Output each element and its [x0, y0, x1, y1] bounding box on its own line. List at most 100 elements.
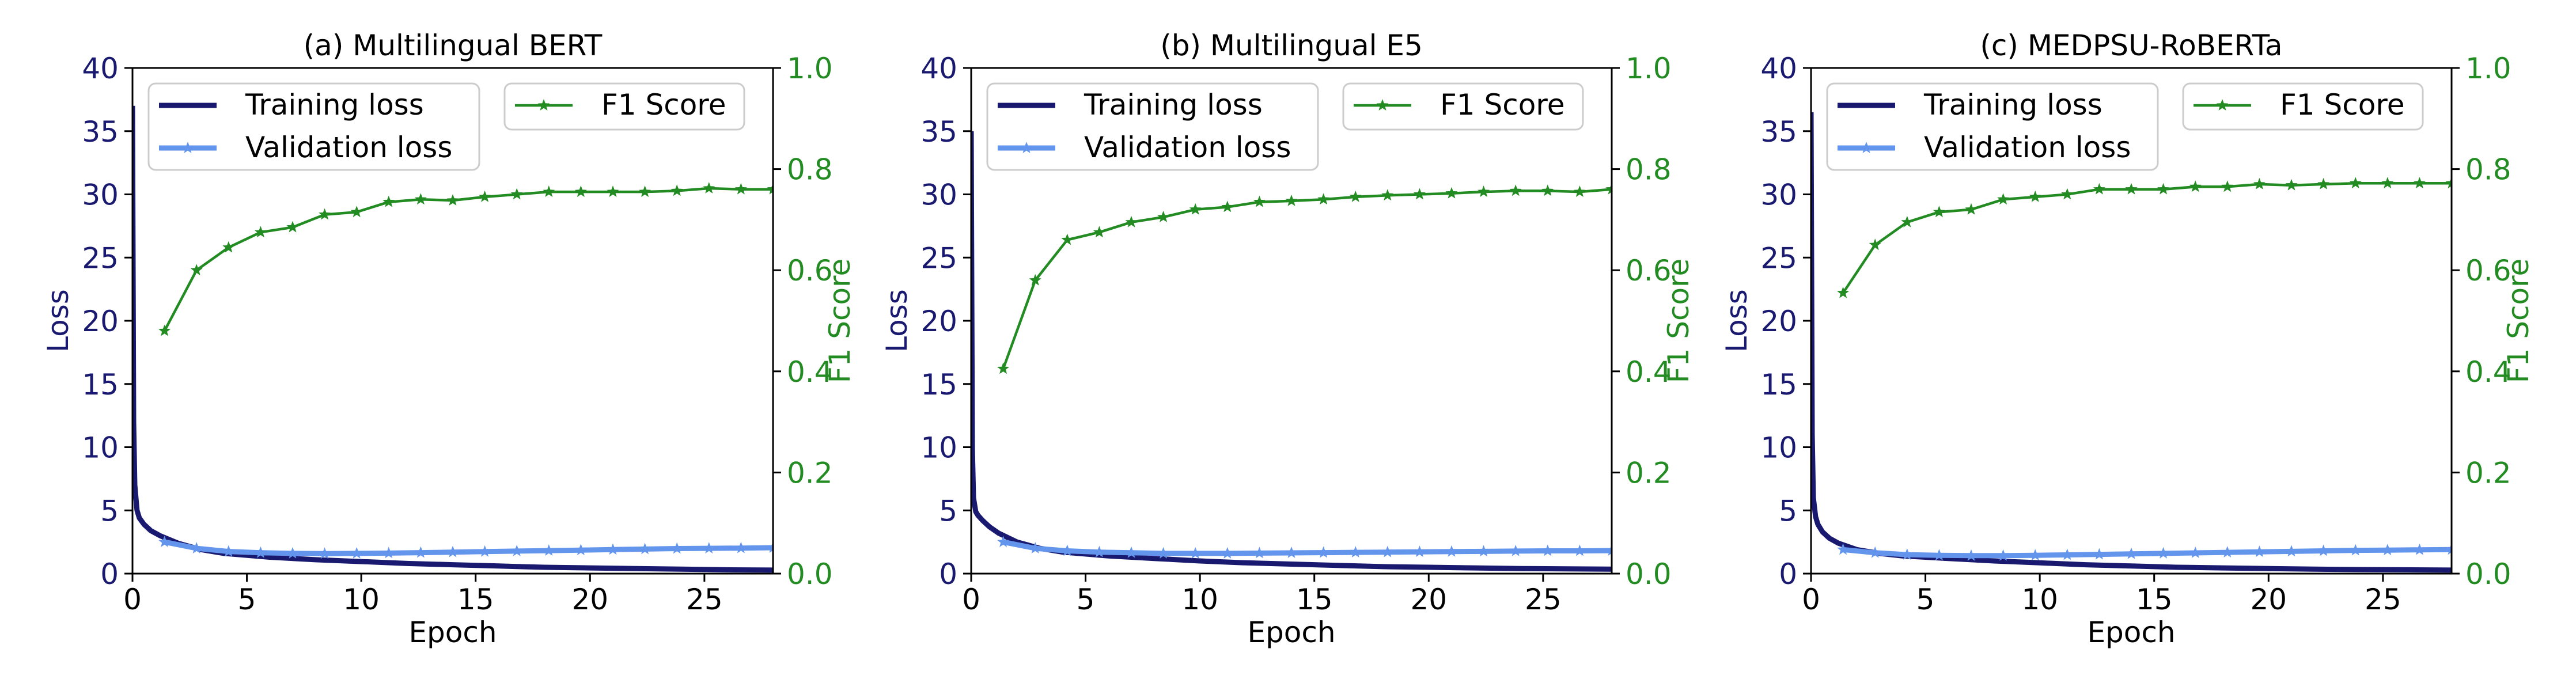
validation-loss-point	[479, 545, 491, 557]
validation-loss-point	[2445, 543, 2452, 555]
f1-score-point	[1061, 233, 1074, 245]
f1-score-point	[382, 195, 395, 207]
y-ticks: 0 5 10 15 20 25 30 35 40	[920, 52, 971, 591]
f1-score-point	[2157, 183, 2170, 195]
legend-label-f1: F1 Score	[601, 88, 726, 122]
x-tick-label: 25	[2365, 583, 2401, 616]
f1-score-point	[1573, 185, 1586, 197]
f1-score-point	[190, 264, 203, 276]
plot-area	[1811, 112, 2452, 573]
y2-ticks: 0.0 0.2 0.4 0.6 0.8 1.0	[1612, 52, 1672, 591]
y2-tick-label: 1.0	[2465, 52, 2511, 85]
y-ticks: 0 5 10 15 20 25 30 35 40	[1760, 52, 1811, 591]
f1-score-point	[1997, 193, 2010, 205]
chart-panel-a: (a) Multilingual BERT 0 5 10 15 20 25 0 5 10 15 2…	[41, 29, 857, 649]
f1-score-markers	[158, 182, 773, 336]
y-tick-label: 5	[939, 494, 957, 528]
validation-loss-point	[2157, 547, 2170, 559]
f1-score-point	[479, 190, 491, 202]
legend-label-f1: F1 Score	[1440, 88, 1565, 122]
y2-tick-label: 0.0	[787, 557, 833, 591]
y-tick-label: 25	[1760, 241, 1797, 275]
validation-loss-point	[222, 545, 235, 557]
validation-loss-point	[607, 543, 619, 555]
y2-tick-label: 0.0	[2465, 557, 2511, 591]
validation-loss-point	[1317, 546, 1330, 558]
validation-loss-point	[382, 547, 395, 559]
validation-loss-point	[2125, 547, 2138, 559]
f1-score-point	[1413, 188, 1426, 200]
f1-score-line	[163, 187, 773, 332]
x-tick-label: 10	[343, 583, 380, 616]
y2-axis-label: F1 Score	[823, 259, 857, 384]
f1-score-point	[446, 194, 459, 206]
f1-score-point	[1965, 203, 1978, 215]
validation-loss-point	[1381, 545, 1394, 557]
legend-box	[2182, 82, 2424, 131]
legend-box	[147, 82, 480, 171]
f1-score-point	[222, 241, 235, 253]
validation-loss-point	[1349, 546, 1362, 557]
y-tick-label: 0	[939, 557, 957, 591]
x-tick-label: 15	[2136, 583, 2173, 616]
validation-loss-point	[767, 541, 773, 553]
f1-score-point	[2445, 177, 2452, 189]
validation-loss-point	[2413, 543, 2426, 555]
validation-loss-point	[1478, 545, 1490, 557]
validation-loss-point	[1221, 547, 1234, 559]
chart-title: (a) Multilingual BERT	[304, 29, 603, 62]
f1-score-point	[1093, 226, 1105, 238]
x-ticks: 0 5 10 15 20 25	[1802, 574, 2401, 616]
validation-loss-line	[164, 539, 773, 556]
validation-loss-point	[1997, 549, 2010, 561]
validation-loss-point	[2285, 545, 2298, 557]
validation-loss-point	[703, 542, 715, 553]
legend-f1: F1 Score	[1342, 82, 1584, 131]
f1-score-point	[1125, 215, 1138, 227]
f1-score-point	[2413, 177, 2426, 189]
y2-tick-label: 0.6	[1626, 254, 1672, 287]
y-tick-label: 40	[82, 52, 119, 85]
validation-loss-point	[1029, 542, 1041, 553]
f1-score-point	[1509, 184, 1522, 196]
x-tick-label: 20	[571, 583, 608, 616]
f1-score-point	[1933, 206, 1945, 218]
validation-loss-point	[574, 544, 587, 556]
x-tick-label: 15	[457, 583, 494, 616]
y-tick-label: 40	[1760, 52, 1797, 85]
f1-score-point	[670, 184, 683, 196]
y-tick-label: 5	[100, 494, 119, 528]
x-tick-label: 0	[1802, 583, 1820, 616]
f1-score-point	[2125, 183, 2138, 195]
x-tick-label: 25	[1525, 583, 1562, 616]
y2-tick-label: 0.2	[2465, 456, 2511, 490]
y-tick-label: 25	[82, 241, 119, 275]
y2-axis-label: F1 Score	[1662, 259, 1695, 384]
y-tick-label: 0	[100, 557, 119, 591]
f1-score-point	[350, 206, 363, 218]
f1-score-point	[1478, 185, 1490, 197]
x-tick-label: 0	[962, 583, 980, 616]
validation-loss-point	[1125, 546, 1138, 558]
y2-tick-label: 0.4	[1626, 355, 1672, 389]
y2-ticks: 0.0 0.2 0.4 0.6 0.8 1.0	[2452, 52, 2511, 591]
x-ticks: 0 5 10 15 20 25	[962, 574, 1562, 616]
validation-loss-point	[2189, 547, 2202, 558]
f1-score-point	[1285, 194, 1298, 206]
y-tick-label: 15	[920, 368, 957, 401]
f1-score-point	[1541, 184, 1554, 196]
y-tick-label: 35	[1760, 115, 1797, 149]
validation-loss-point	[1157, 547, 1170, 559]
y2-tick-label: 0.4	[2465, 355, 2511, 389]
plot-area	[132, 105, 773, 573]
f1-score-point	[607, 185, 619, 197]
y-tick-label: 5	[1779, 494, 1797, 528]
plot-frame	[970, 67, 1613, 575]
validation-loss-point	[2317, 544, 2330, 556]
plot-frame	[1810, 67, 2453, 575]
y-tick-label: 10	[1760, 431, 1797, 465]
f1-score-point	[1253, 195, 1266, 207]
y2-tick-label: 0.2	[1626, 456, 1672, 490]
y-axis-label: Loss	[880, 289, 914, 352]
validation-loss-point	[1837, 543, 1850, 555]
